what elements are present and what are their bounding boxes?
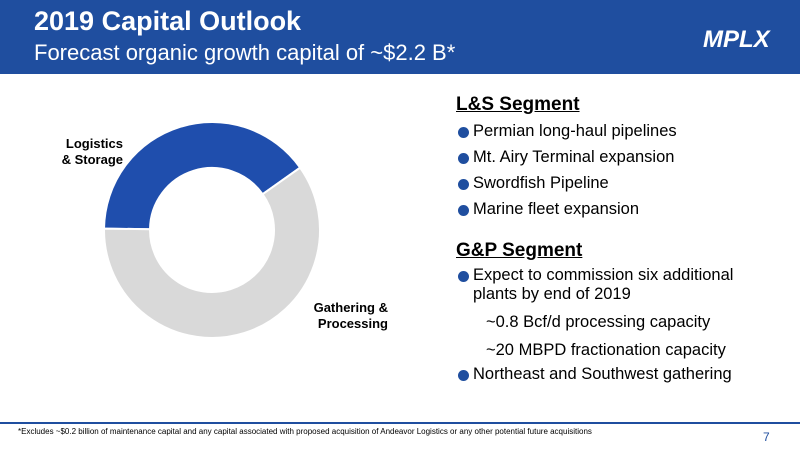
ls-bullet-2: Mt. Airy Terminal expansion (456, 148, 786, 167)
gp-bullet-2-text: Northeast and Southwest gathering (473, 365, 732, 383)
ls-bullet-1-text: Permian long-haul pipelines (473, 122, 677, 140)
donut-slice-gathering-processing (103, 166, 321, 339)
bullet-dot-icon (458, 127, 469, 138)
label-logistics-line2: & Storage (61, 152, 123, 167)
mplx-logo: MPLX (703, 26, 771, 53)
bullet-dot-icon (458, 370, 469, 381)
ls-bullet-1: Permian long-haul pipelines (456, 122, 786, 141)
footnote: *Excludes ~$0.2 billion of maintenance c… (18, 427, 592, 436)
bullet-dot-icon (458, 271, 469, 282)
logo-text: MPLX (703, 26, 771, 53)
label-gathering-line2: Processing (317, 316, 388, 331)
gp-sub-item-2: ~20 MBPD fractionation capacity (486, 341, 726, 359)
footer-divider (0, 422, 800, 424)
gp-bullet-1: Expect to commission six additional (456, 266, 786, 285)
donut-slice-logistics-storage (102, 121, 302, 231)
slide-subtitle: Forecast organic growth capital of ~$2.2… (34, 40, 456, 65)
label-logistics-line1: Logistics (65, 136, 123, 151)
bullet-dot-icon (458, 153, 469, 164)
ls-bullet-2-text: Mt. Airy Terminal expansion (473, 148, 675, 166)
ls-segment-heading: L&S Segment (456, 94, 580, 115)
gp-bullet-2: Northeast and Southwest gathering (456, 365, 786, 384)
ls-bullet-3-text: Swordfish Pipeline (473, 174, 609, 192)
label-gathering-processing: Gathering & Processing (296, 300, 388, 332)
label-logistics-storage: Logistics & Storage (47, 136, 123, 168)
header-bar: 2019 Capital Outlook Forecast organic gr… (0, 0, 800, 74)
slide-title: 2019 Capital Outlook (34, 6, 302, 36)
bullet-dot-icon (458, 205, 469, 216)
bullet-dot-icon (458, 179, 469, 190)
ls-bullet-4-text: Marine fleet expansion (473, 200, 640, 218)
page-number: 7 (763, 430, 770, 444)
gp-bullet-1-continuation: plants by end of 2019 (473, 285, 631, 303)
ls-bullet-4: Marine fleet expansion (456, 200, 786, 219)
label-gathering-line1: Gathering & (313, 300, 388, 315)
donut-svg (102, 121, 321, 339)
gp-segment-heading: G&P Segment (456, 240, 583, 261)
donut-chart (80, 105, 410, 365)
gp-sub-item-1: ~0.8 Bcf/d processing capacity (486, 313, 711, 331)
ls-bullet-3: Swordfish Pipeline (456, 174, 786, 193)
gp-bullet-1-text: Expect to commission six additional (473, 266, 734, 284)
segment-panel: L&S Segment Permian long-haul pipelines … (456, 94, 786, 384)
